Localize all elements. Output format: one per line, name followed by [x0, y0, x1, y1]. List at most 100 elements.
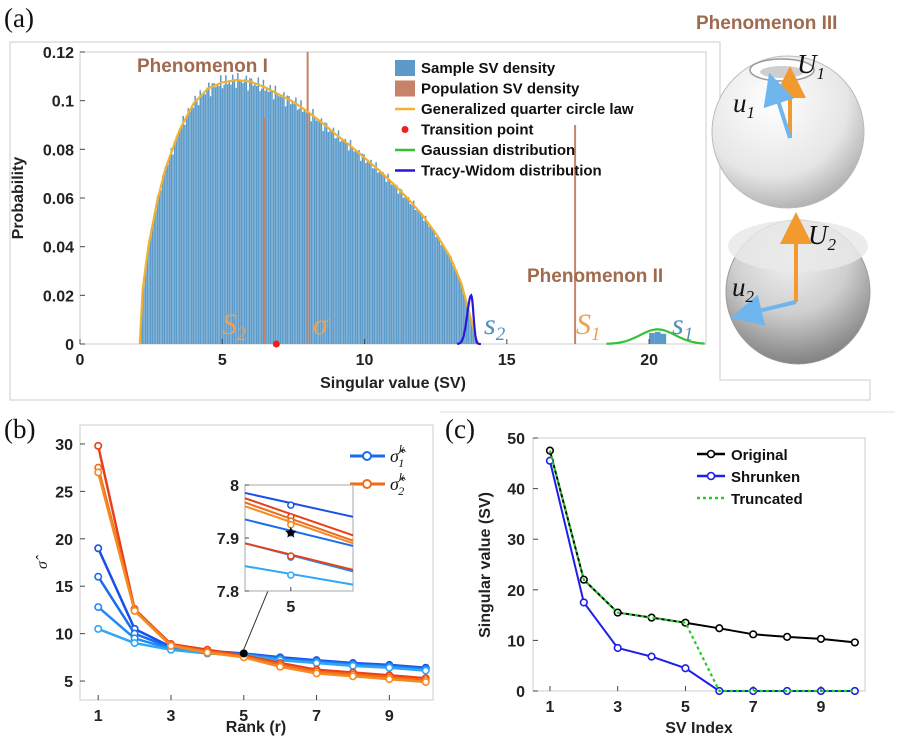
series-point-original — [681, 618, 690, 627]
y-tick-label: 0.02 — [43, 288, 74, 305]
histogram-bar — [221, 88, 224, 344]
histogram-bar — [281, 94, 283, 345]
histogram-bar — [400, 189, 403, 344]
histogram-bar — [144, 263, 147, 344]
series-point-original — [850, 638, 859, 647]
tracy-widom-curve — [456, 293, 481, 346]
histogram-bar — [409, 203, 412, 344]
sphere-top: U1 u1 — [711, 49, 865, 209]
histogram-bar — [284, 106, 287, 344]
histogram-bar — [204, 94, 207, 344]
histogram-bar — [421, 214, 423, 344]
legend-marker — [706, 471, 716, 481]
histogram-bar — [300, 100, 302, 344]
histogram-bar — [339, 141, 342, 344]
histogram-bar — [271, 90, 273, 344]
histogram-bar — [211, 83, 213, 345]
histogram-bar — [404, 195, 406, 344]
histogram-bar — [179, 130, 181, 344]
y-tick-label: 0 — [65, 337, 74, 354]
histogram-bar — [272, 99, 275, 344]
histogram-bar — [228, 81, 231, 344]
series-point — [348, 672, 357, 681]
histogram-bar — [469, 315, 471, 344]
legend-swatch — [395, 60, 415, 76]
histogram-bar — [218, 86, 220, 344]
histogram-bar — [141, 296, 143, 344]
label-u2-sub: 2 — [746, 287, 755, 306]
x-tick-label: 3 — [167, 708, 176, 725]
histogram-bar — [214, 87, 217, 345]
histogram-bar — [315, 120, 318, 345]
histogram-bar — [359, 160, 362, 344]
histogram-bar — [429, 225, 432, 344]
panel-a-chart: 0 0.02 0.04 0.06 0.08 0.1 0.12 0 5 10 15 20 Singul… — [10, 13, 837, 392]
series-point-shrunken — [613, 643, 622, 653]
label-u1-sub: 1 — [747, 103, 756, 122]
sphere-bottom: U2 u2 — [725, 212, 871, 365]
inset-series-point — [287, 501, 295, 509]
histogram-bar — [291, 101, 294, 344]
annotation-S2: S2 — [222, 308, 247, 345]
y-tick-label: 40 — [507, 482, 525, 499]
y-tick-label: 10 — [55, 627, 73, 644]
histogram-bar — [371, 168, 374, 344]
histogram-bar — [472, 329, 475, 344]
histogram-bar — [332, 127, 335, 344]
panel-b-ylabel: σ̂ — [34, 555, 51, 569]
histogram-bar — [334, 138, 336, 344]
panel-c-ylabel: Singular value (SV) — [477, 492, 494, 638]
inset-y-tick-label: 8 — [230, 478, 239, 495]
series-point — [94, 624, 103, 633]
histogram-bar — [435, 236, 437, 344]
series-point — [421, 666, 430, 675]
histogram-bar — [296, 109, 299, 345]
inset-series-point — [287, 571, 295, 579]
histogram-bar — [257, 77, 260, 345]
histogram-bar — [279, 96, 282, 344]
panel-c-legend: Original Shrunken Truncated — [697, 447, 803, 508]
x-tick-label: 5 — [218, 352, 227, 369]
histogram-bar — [143, 280, 145, 344]
series-point — [94, 441, 103, 450]
histogram-bar — [255, 85, 258, 344]
series-point-original — [715, 624, 724, 633]
annotation-s2-main: s — [484, 308, 496, 341]
histogram-bar — [146, 255, 149, 344]
histogram-bar — [448, 256, 451, 344]
histogram-bar — [156, 195, 159, 344]
histogram-bar — [249, 78, 251, 345]
histogram-bar — [375, 162, 377, 344]
histogram-bar — [283, 92, 285, 344]
histogram-bar — [330, 132, 333, 344]
histogram-bar — [453, 268, 456, 344]
inset-y-tick-label: 7.9 — [217, 531, 239, 548]
y-tick-label: 0.12 — [43, 45, 74, 62]
histogram-bar — [185, 118, 188, 344]
histogram-bar — [192, 107, 195, 344]
histogram-bar — [337, 130, 340, 344]
histogram-bar — [276, 94, 278, 344]
legend-label: Sample SV density — [421, 60, 556, 77]
histogram-bar — [351, 148, 353, 344]
label-u1-main: u — [733, 88, 747, 118]
histogram-bar — [223, 84, 225, 344]
vector-u2 — [730, 294, 797, 326]
legend-label: Population SV density — [421, 81, 580, 98]
histogram-bar — [370, 159, 372, 344]
histogram-bar — [380, 172, 382, 344]
inset-series-line — [244, 501, 354, 542]
histogram-bar — [170, 148, 172, 344]
histogram-bar — [225, 75, 227, 345]
histogram-bar — [209, 96, 212, 344]
histogram-bar — [182, 115, 184, 344]
histogram-bar — [216, 85, 219, 345]
histogram-bar — [168, 155, 171, 344]
x-tick-label: 7 — [749, 699, 758, 716]
inset-series-line — [244, 518, 354, 547]
histogram-bar — [419, 211, 422, 344]
legend-label: Transition point — [421, 122, 534, 139]
histogram-bar — [457, 275, 459, 344]
series-point — [130, 606, 139, 615]
y-tick-label: 0.08 — [43, 142, 74, 159]
